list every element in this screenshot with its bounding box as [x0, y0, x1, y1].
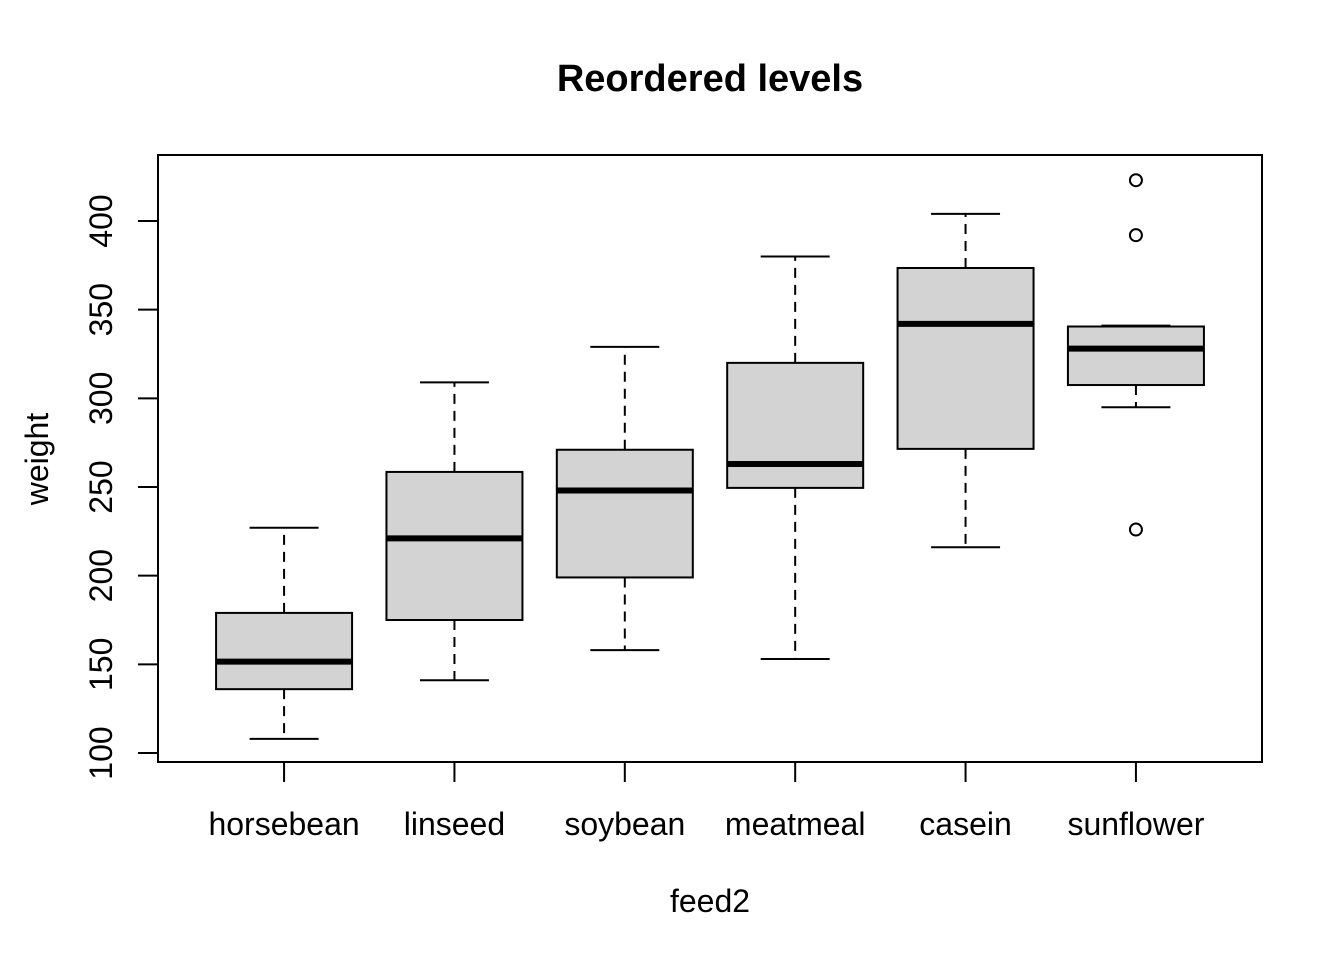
- x-tick-label-linseed: linseed: [404, 806, 505, 842]
- box-casein: [896, 266, 1035, 450]
- y-tick-label-300: 300: [83, 372, 119, 425]
- plot-border: [157, 154, 1263, 763]
- y-tick-label-150: 150: [83, 638, 119, 691]
- x-tick-label-horsebean: horsebean: [208, 806, 359, 842]
- box-sunflower: [1066, 325, 1205, 387]
- box-soybean: [555, 448, 694, 579]
- x-tick-label-meatmeal: meatmeal: [725, 806, 866, 842]
- x-tick-label-sunflower: sunflower: [1067, 806, 1204, 842]
- y-tick-label-100: 100: [83, 726, 119, 779]
- y-tick-label-350: 350: [83, 283, 119, 336]
- y-tick-label-200: 200: [83, 549, 119, 602]
- y-tick-label-250: 250: [83, 460, 119, 513]
- y-axis-title: weight: [19, 412, 55, 506]
- box-meatmeal: [726, 361, 865, 489]
- x-axis-title: feed2: [669, 883, 751, 919]
- outlier-sunflower-2: [1128, 173, 1143, 188]
- x-tick-label-soybean: soybean: [564, 806, 685, 842]
- box-horsebean: [215, 611, 354, 691]
- box-linseed: [385, 470, 524, 621]
- y-tick-label-400: 400: [83, 194, 119, 247]
- outlier-sunflower-0: [1128, 522, 1143, 537]
- x-tick-label-casein: casein: [919, 806, 1012, 842]
- chart-title: Reordered levels: [556, 58, 864, 100]
- outlier-sunflower-1: [1128, 228, 1143, 243]
